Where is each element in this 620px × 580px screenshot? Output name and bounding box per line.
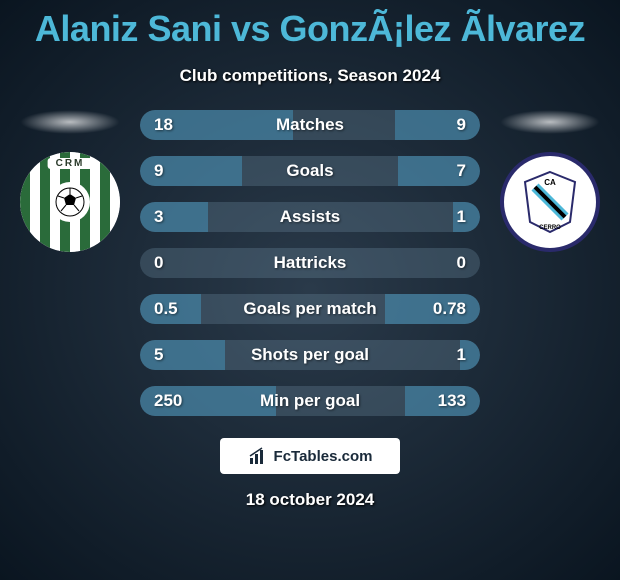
right-club-crest: CA CERRO xyxy=(500,152,600,252)
stat-label: Matches xyxy=(276,115,344,135)
player-shadow xyxy=(20,110,120,134)
stat-bar-left xyxy=(140,340,225,370)
stat-label: Hattricks xyxy=(274,253,347,273)
stat-value-right: 133 xyxy=(438,391,466,411)
page-title: Alaniz Sani vs GonzÃ¡lez Ãlvarez xyxy=(0,0,620,50)
stat-row: 3 Assists 1 xyxy=(140,202,480,232)
stat-value-right: 9 xyxy=(457,115,466,135)
stat-row: 9 Goals 7 xyxy=(140,156,480,186)
stat-value-left: 0.5 xyxy=(154,299,178,319)
stat-bar-left xyxy=(140,202,208,232)
stat-value-left: 18 xyxy=(154,115,173,135)
player-shadow xyxy=(500,110,600,134)
comparison-panel: CRM 18 Matches 9 9 Goals 7 3 Assists 1 0 Hattricks… xyxy=(0,110,620,416)
stat-value-left: 250 xyxy=(154,391,182,411)
shield-icon: CA CERRO xyxy=(515,167,585,237)
stat-value-left: 3 xyxy=(154,207,163,227)
svg-text:CERRO: CERRO xyxy=(539,225,561,231)
stat-row: 0 Hattricks 0 xyxy=(140,248,480,278)
stat-value-right: 7 xyxy=(457,161,466,181)
stat-value-left: 0 xyxy=(154,253,163,273)
stat-row: 250 Min per goal 133 xyxy=(140,386,480,416)
stat-bar-right xyxy=(395,110,480,140)
stat-value-right: 1 xyxy=(457,345,466,365)
stat-value-right: 1 xyxy=(457,207,466,227)
left-club-crest: CRM xyxy=(20,152,120,252)
right-player-side: CA CERRO xyxy=(490,110,610,252)
stat-label: Min per goal xyxy=(260,391,360,411)
stat-bar-right xyxy=(398,156,480,186)
left-player-side: CRM xyxy=(10,110,130,252)
chart-icon xyxy=(248,446,268,466)
crest-text: CRM xyxy=(48,158,93,169)
stat-label: Goals xyxy=(286,161,333,181)
stat-value-left: 5 xyxy=(154,345,163,365)
subtitle: Club competitions, Season 2024 xyxy=(0,66,620,86)
stat-label: Goals per match xyxy=(243,299,376,319)
crest-ball-icon xyxy=(50,182,90,222)
stat-label: Shots per goal xyxy=(251,345,369,365)
soccer-ball-icon xyxy=(55,187,85,217)
stat-label: Assists xyxy=(280,207,340,227)
stat-row: 0.5 Goals per match 0.78 xyxy=(140,294,480,324)
stat-row: 18 Matches 9 xyxy=(140,110,480,140)
site-logo: FcTables.com xyxy=(220,438,400,474)
stat-value-left: 9 xyxy=(154,161,163,181)
stat-row: 5 Shots per goal 1 xyxy=(140,340,480,370)
stat-value-right: 0.78 xyxy=(433,299,466,319)
stats-list: 18 Matches 9 9 Goals 7 3 Assists 1 0 Hattricks 0 0.5… xyxy=(130,110,490,416)
site-name: FcTables.com xyxy=(274,448,373,465)
svg-text:CA: CA xyxy=(544,178,556,187)
stat-value-right: 0 xyxy=(457,253,466,273)
footer-date: 18 october 2024 xyxy=(0,490,620,510)
